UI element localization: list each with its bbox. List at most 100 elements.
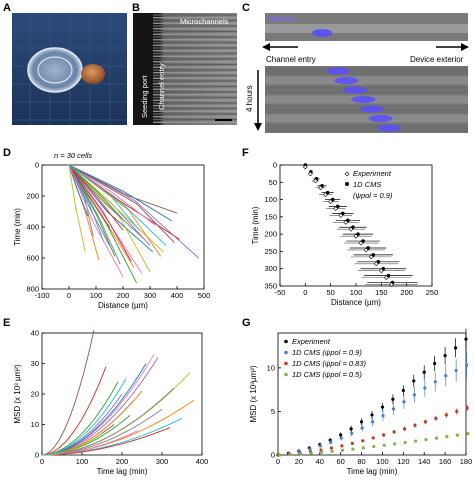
y-tick-label: 400: [26, 223, 39, 232]
experiment-point: [313, 178, 318, 184]
x-tick-label: 150: [375, 288, 388, 297]
msd-point: [413, 423, 417, 427]
chart-d: -100 0 100 200 300 400 500 0 200 400 600 800 Distanc…: [13, 161, 210, 311]
msd-point: [319, 450, 324, 454]
legend-experiment: Experiment: [353, 169, 392, 178]
y-tick-label: 40: [31, 329, 39, 338]
msd-point: [361, 439, 365, 443]
label-device-exterior: Device exterior: [410, 55, 464, 64]
trajectory-line: [68, 164, 127, 223]
msd-point: [465, 363, 469, 367]
experiment-point: [383, 275, 389, 281]
msd-point: [401, 388, 405, 393]
y-tick-label: 0: [273, 161, 277, 170]
msd-curve: [41, 378, 127, 456]
msd-point: [339, 433, 343, 437]
chart-e: 0 100 200 300 400 0 10 20 30 40 Time lag (min) MSD …: [13, 329, 208, 477]
y-tick-label: 200: [26, 192, 39, 201]
msd-point: [423, 386, 427, 390]
x-tick-label: 50: [326, 288, 334, 297]
x-tick-label: 40: [316, 457, 324, 466]
legend-marker-experiment: [344, 171, 350, 177]
arrow-left: [262, 43, 298, 51]
msd-point: [360, 426, 364, 430]
x-tick-label: 160: [439, 457, 452, 466]
label-4-hours: 4 hours: [245, 85, 254, 112]
timelapse-stack: [265, 66, 468, 133]
msd-point: [444, 374, 448, 378]
experiment-point: [348, 226, 354, 232]
experiment-point: [373, 261, 379, 267]
label-nucleus: Nucleus: [268, 14, 295, 23]
msd-point: [434, 416, 438, 420]
x-tick-label: 0: [40, 457, 44, 466]
msd-point: [455, 409, 459, 414]
msd-point: [413, 439, 418, 443]
x-axis-label: Distance (µm): [331, 298, 381, 307]
x-tick-label: 300: [156, 457, 169, 466]
y-tick-label: 350: [264, 282, 277, 291]
msd-point: [350, 441, 354, 446]
msd-point: [412, 379, 416, 383]
msd-point: [380, 405, 385, 409]
channel-stripes: [150, 14, 237, 123]
nucleus-blob: [377, 124, 401, 132]
msd-curve: [41, 387, 175, 456]
msd-point: [361, 446, 365, 450]
experiment-point: [333, 206, 339, 211]
msd-point: [371, 436, 375, 440]
msd-curve: [41, 366, 107, 456]
trajectory-line: [68, 164, 153, 253]
x-tick-label: 180: [460, 457, 473, 466]
msd-point: [339, 436, 343, 440]
label-seeding-port: Seeding port: [140, 75, 149, 118]
label-microchannels: Microchannels: [180, 17, 229, 26]
x-tick-label: 0: [276, 457, 280, 466]
legend-marker: [284, 339, 288, 344]
y-tick-label: 30: [31, 359, 39, 368]
msd-point: [391, 397, 395, 401]
msd-point: [318, 444, 322, 448]
arrow-right: [436, 43, 469, 51]
x-tick-label: 100: [350, 288, 363, 297]
msd-point: [403, 440, 407, 445]
msd-point: [454, 368, 458, 373]
experiment-point: [318, 185, 323, 191]
legend-marker: [284, 350, 288, 355]
y-tick-label: 0: [271, 451, 275, 460]
trajectory-line: [68, 164, 145, 240]
panel-label-g: G: [242, 317, 251, 329]
x-tick-label: -100: [34, 291, 49, 300]
msd-curve: [41, 399, 195, 456]
msd-point: [382, 433, 386, 437]
y-tick-label: 300: [264, 264, 277, 273]
x-axis-label: Time lag (min): [97, 467, 148, 476]
msd-point: [444, 413, 448, 417]
x-tick-label: 100: [90, 291, 103, 300]
x-tick-label: 60: [336, 457, 344, 466]
trajectory-line: [68, 164, 156, 226]
experiment-point: [378, 268, 384, 274]
x-tick-label: 100: [376, 457, 389, 466]
chart-d-annotation: n = 30 cells: [54, 151, 92, 160]
x-tick-label: 140: [418, 457, 431, 466]
experiment-point: [358, 240, 364, 246]
msd-curve: [41, 427, 171, 456]
micrograph-channels: [133, 13, 237, 125]
experiment-point: [343, 219, 349, 225]
y-tick-label: 5: [271, 407, 275, 416]
timelapse-top: Nucleus: [265, 13, 468, 41]
msd-point: [371, 420, 375, 424]
msd-point: [372, 444, 376, 449]
legend-marker: [284, 372, 288, 377]
trajectory-line: [68, 164, 132, 262]
y-tick-label: 0: [35, 161, 39, 170]
experiment-point: [323, 192, 329, 198]
y-tick-label: 50: [269, 178, 277, 187]
msd-point: [434, 436, 439, 440]
experiment-point: [368, 254, 374, 260]
nucleus-blob: [368, 115, 393, 122]
trajectory-line: [68, 164, 110, 246]
plot-frame: [277, 332, 467, 456]
nucleus-blob: [351, 96, 376, 103]
